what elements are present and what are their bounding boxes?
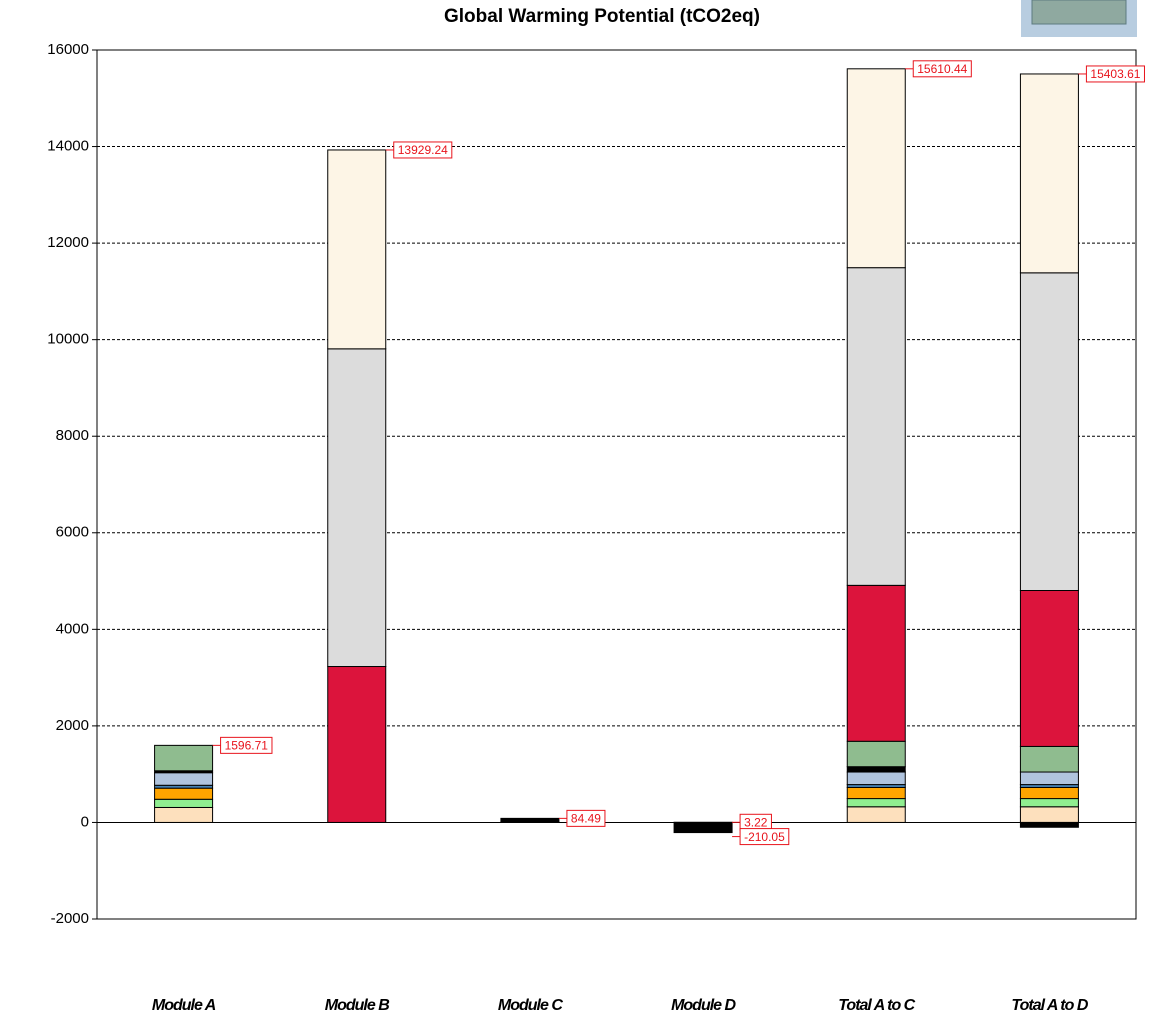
bar-segment <box>847 585 905 741</box>
y-tick-label: 16000 <box>47 41 89 58</box>
bar-segment <box>1020 799 1078 807</box>
y-tick-label: 8000 <box>56 427 89 444</box>
bar-segment <box>155 745 213 770</box>
value-label: -210.05 <box>744 830 785 844</box>
bar-segment <box>155 799 213 807</box>
x-tick-label: Total A to C <box>838 997 915 1014</box>
bar-segment <box>1020 807 1078 823</box>
bar-segment <box>1020 822 1078 827</box>
bar-segment <box>1020 746 1078 772</box>
bar-segment <box>1020 590 1078 746</box>
chart-title: Global Warming Potential (tCO2eq) <box>444 6 760 27</box>
x-tick-label: Module A <box>152 997 216 1014</box>
bar-segment <box>1020 273 1078 591</box>
bar-segment <box>847 787 905 798</box>
value-label: 84.49 <box>571 812 601 826</box>
bar-segment <box>328 667 386 823</box>
value-label: 15403.61 <box>1090 67 1140 81</box>
plot-frame <box>97 50 1136 919</box>
value-label: 3.22 <box>744 815 768 829</box>
y-tick-label: 4000 <box>56 620 89 637</box>
y-tick-label: 2000 <box>56 717 89 734</box>
bar-segment <box>1020 772 1078 785</box>
value-label: 1596.71 <box>225 739 269 753</box>
value-label: 13929.24 <box>398 143 448 157</box>
bar-segment <box>1020 787 1078 798</box>
y-tick-label: 0 <box>81 813 89 830</box>
bar-segment <box>328 349 386 667</box>
bar-segment <box>847 268 905 586</box>
bar-segment <box>328 150 386 349</box>
bar-segment <box>501 818 559 821</box>
y-tick-label: 14000 <box>47 138 89 155</box>
x-tick-label: Module B <box>325 997 389 1014</box>
x-tick-label: Total A to D <box>1011 997 1088 1014</box>
x-tick-label: Module D <box>671 997 736 1014</box>
bar-segment <box>674 822 732 832</box>
y-tick-label: 6000 <box>56 524 89 541</box>
bar-segment <box>155 773 213 786</box>
bar-segment <box>847 807 905 823</box>
y-tick-label: 10000 <box>47 331 89 348</box>
x-tick-label: Module C <box>498 997 563 1014</box>
bar-segment <box>155 788 213 799</box>
y-tick-label: -2000 <box>51 910 89 927</box>
chart: Global Warming Potential (tCO2eq) -2000 0… <box>0 0 1168 1016</box>
bar-segment <box>847 741 905 766</box>
bar-segment <box>847 767 905 772</box>
bar-segment <box>847 799 905 807</box>
bar-segment <box>1020 74 1078 273</box>
y-tick-label: 12000 <box>47 234 89 251</box>
bar-segment <box>155 807 213 822</box>
bar-segment <box>847 772 905 785</box>
bar-segment <box>847 69 905 268</box>
thumbnail-building <box>1032 0 1126 24</box>
value-label: 15610.44 <box>917 62 967 76</box>
